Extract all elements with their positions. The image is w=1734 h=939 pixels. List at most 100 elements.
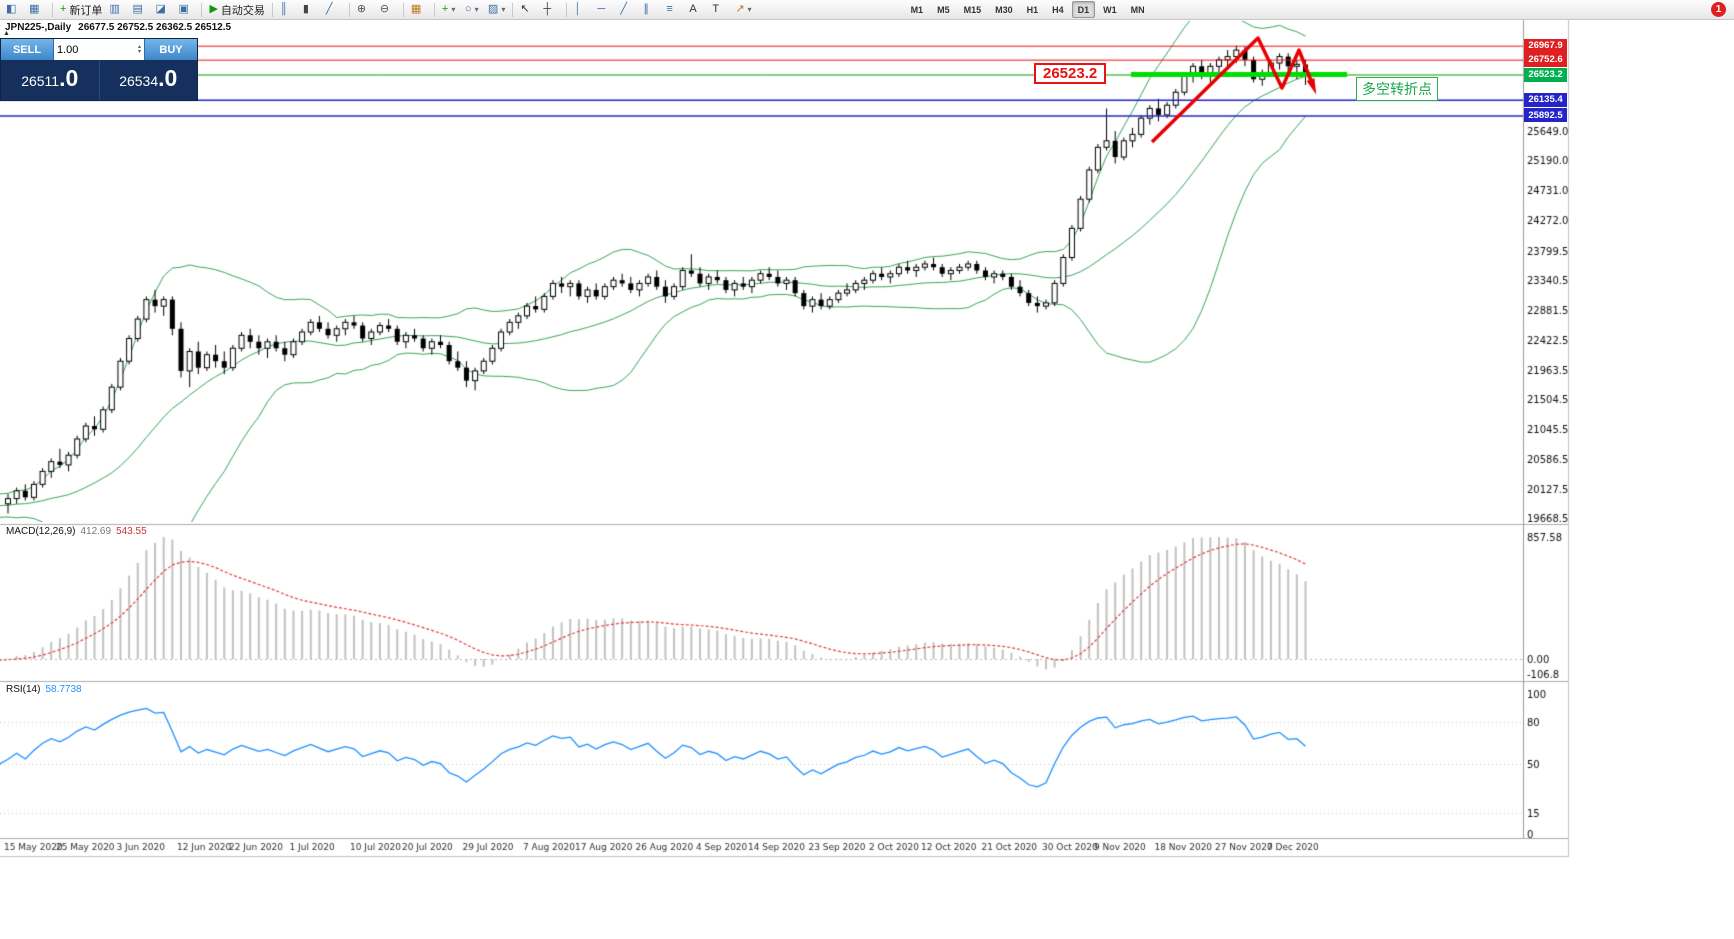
auto-trading-button[interactable]: ▶ 自动交易 (206, 1, 267, 19)
buy-button[interactable]: BUY (145, 39, 197, 60)
toolbar-separator (566, 2, 568, 17)
collapse-panel-icon[interactable]: ▲ (3, 30, 10, 37)
profiles-button[interactable]: ▦ (26, 1, 48, 19)
toolbar-separator (271, 2, 273, 17)
vertical-line-icon: │ (574, 3, 582, 15)
toolbar-items: ◧ ▦ + 新订单 ▥ ▤ ◪ ▣ ▶ 自动交易 ║ ▮ ╱ ⊕ ⊖ ▦ + ▾ ○ ▾ ▨ ▾ ↖ ┼ │ ─ ╱ ∥ ≡ A T ↗ ▾ (3, 1, 755, 19)
market-watch-button[interactable]: ▥ (106, 1, 128, 19)
text-icon: A (689, 3, 697, 15)
cursor-icon: ↖ (520, 3, 530, 15)
lot-size-input[interactable]: 1.00 ▴ ▾ (53, 39, 145, 60)
crosshair-button[interactable]: ┼ (540, 1, 562, 19)
price-tag-25892.5: 25892.5 (1524, 108, 1567, 123)
timeframe-h1-button[interactable]: H1 (1026, 4, 1039, 15)
price-tag-26967.9: 26967.9 (1524, 38, 1567, 53)
trendline-button[interactable]: ╱ (617, 1, 639, 19)
timeframe-h4-button[interactable]: H4 (1052, 4, 1064, 15)
trendline-icon: ╱ (620, 3, 627, 15)
fibonacci-button[interactable]: ≡ (663, 1, 685, 19)
timeframe-m15-button[interactable]: M15 (963, 4, 982, 15)
lot-up-icon[interactable]: ▴ (137, 43, 141, 50)
line-chart-icon: ╱ (325, 3, 333, 15)
toolbar-separator (512, 2, 514, 17)
periods-button[interactable]: ○ ▾ (462, 1, 484, 19)
data-window-icon: ▤ (132, 3, 143, 15)
line-chart-button[interactable]: ╱ (323, 1, 345, 19)
lot-spinner: ▴ ▾ (137, 43, 141, 55)
toolbar-separator (433, 2, 435, 17)
navigator-icon: ◪ (155, 3, 166, 15)
lot-down-icon[interactable]: ▾ (137, 48, 141, 55)
periods-icon: ○ (464, 3, 472, 15)
timeframe-m5-button[interactable]: M5 (937, 4, 950, 15)
bar-chart-button[interactable]: ║ (277, 1, 299, 19)
one-click-trading-panel: SELL 1.00 ▴ ▾ BUY 26511.0 26534.0 (0, 38, 198, 101)
trade-panel-prices-row: 26511.0 26534.0 (1, 60, 197, 100)
navigator-button[interactable]: ◪ (152, 1, 174, 19)
tile-windows-button[interactable]: ▦ (408, 1, 430, 19)
zoom-out-icon: ⊖ (379, 3, 390, 15)
toolbar-separator (348, 2, 350, 17)
candlestick-chart-button[interactable]: ▮ (300, 1, 322, 19)
tile-windows-icon: ▦ (410, 3, 422, 15)
zoom-out-button[interactable]: ⊖ (377, 1, 399, 19)
price-tag-26135.4: 26135.4 (1524, 92, 1567, 107)
cursor-button[interactable]: ↖ (517, 1, 539, 19)
templates-icon: ▨ (487, 3, 499, 15)
zoom-in-icon: ⊕ (356, 3, 367, 15)
auto-trading-icon: ▶ (209, 3, 218, 15)
arrows-button[interactable]: ↗ ▾ (732, 1, 754, 19)
sell-button[interactable]: SELL (1, 39, 53, 60)
indicators-button[interactable]: + ▾ (439, 1, 461, 19)
new-order-button[interactable]: + 新订单 (57, 1, 105, 19)
toolbar-separator (201, 2, 203, 17)
indicators-icon: + (441, 3, 449, 15)
bar-chart-icon: ║ (279, 3, 288, 15)
price-tag-26523.2: 26523.2 (1524, 67, 1567, 82)
arrows-icon: ↗ (735, 3, 745, 15)
notification-badge[interactable]: 1 (1711, 2, 1726, 17)
vertical-line-button[interactable]: │ (571, 1, 593, 19)
lot-size-value: 1.00 (57, 43, 79, 56)
price-annotation-box[interactable]: 26523.2 (1034, 63, 1107, 84)
profiles-icon: ▦ (29, 3, 40, 15)
chart-title: JPN225-,Daily 26677.5 26752.5 26362.5 265… (5, 22, 238, 33)
text-button[interactable]: A (686, 1, 708, 19)
horizontal-line-button[interactable]: ─ (594, 1, 616, 19)
dropdown-caret-icon: ▾ (747, 5, 752, 14)
new-chart-button[interactable]: ◧ (3, 1, 25, 19)
price-tag-26752.6: 26752.6 (1524, 52, 1567, 67)
crosshair-icon: ┼ (543, 3, 552, 15)
timeframe-mn-button[interactable]: MN (1130, 4, 1145, 15)
sell-price[interactable]: 26511.0 (1, 60, 100, 100)
timeframe-m1-button[interactable]: M1 (910, 4, 924, 15)
timeframe-w1-button[interactable]: W1 (1103, 4, 1117, 15)
text-label-button[interactable]: T (709, 1, 731, 19)
turning-point-label[interactable]: 多空转折点 (1356, 77, 1438, 101)
dropdown-caret-icon: ▾ (451, 5, 456, 14)
zoom-in-button[interactable]: ⊕ (354, 1, 376, 19)
data-window-button[interactable]: ▤ (129, 1, 151, 19)
horizontal-line-icon: ─ (597, 3, 606, 15)
new-chart-icon: ◧ (6, 3, 17, 15)
market-watch-icon: ▥ (109, 3, 120, 15)
toolbar-separator (52, 2, 53, 17)
fibonacci-icon: ≡ (666, 3, 673, 15)
timeframe-d1-button[interactable]: D1 (1071, 1, 1096, 18)
timeframe-m30-button[interactable]: M30 (995, 4, 1013, 15)
trade-panel-buttons-row: SELL 1.00 ▴ ▾ BUY (1, 39, 197, 60)
terminal-button[interactable]: ▣ (175, 1, 197, 19)
symbol-period-label: JPN225-,Daily (5, 22, 72, 33)
channel-button[interactable]: ∥ (640, 1, 662, 19)
terminal-icon: ▣ (178, 3, 189, 15)
toolbar-separator (402, 2, 404, 17)
dropdown-caret-icon: ▾ (474, 5, 479, 14)
new-order-button-label: 新订单 (69, 4, 103, 17)
channel-icon: ∥ (643, 3, 649, 15)
templates-button[interactable]: ▨ ▾ (485, 1, 508, 19)
buy-price[interactable]: 26534.0 (119, 65, 178, 91)
toolbar: ◧ ▦ + 新订单 ▥ ▤ ◪ ▣ ▶ 自动交易 ║ ▮ ╱ ⊕ ⊖ ▦ + ▾ ○ ▾ ▨ ▾ ↖ ┼ │ ─ ╱ ∥ ≡ A T ↗ ▾ M… (0, 0, 1734, 20)
ohlc-values: 26677.5 26752.5 26362.5 26512.5 (78, 22, 232, 33)
macd-label: MACD(12,26,9) 412.69 543.55 (6, 526, 147, 537)
